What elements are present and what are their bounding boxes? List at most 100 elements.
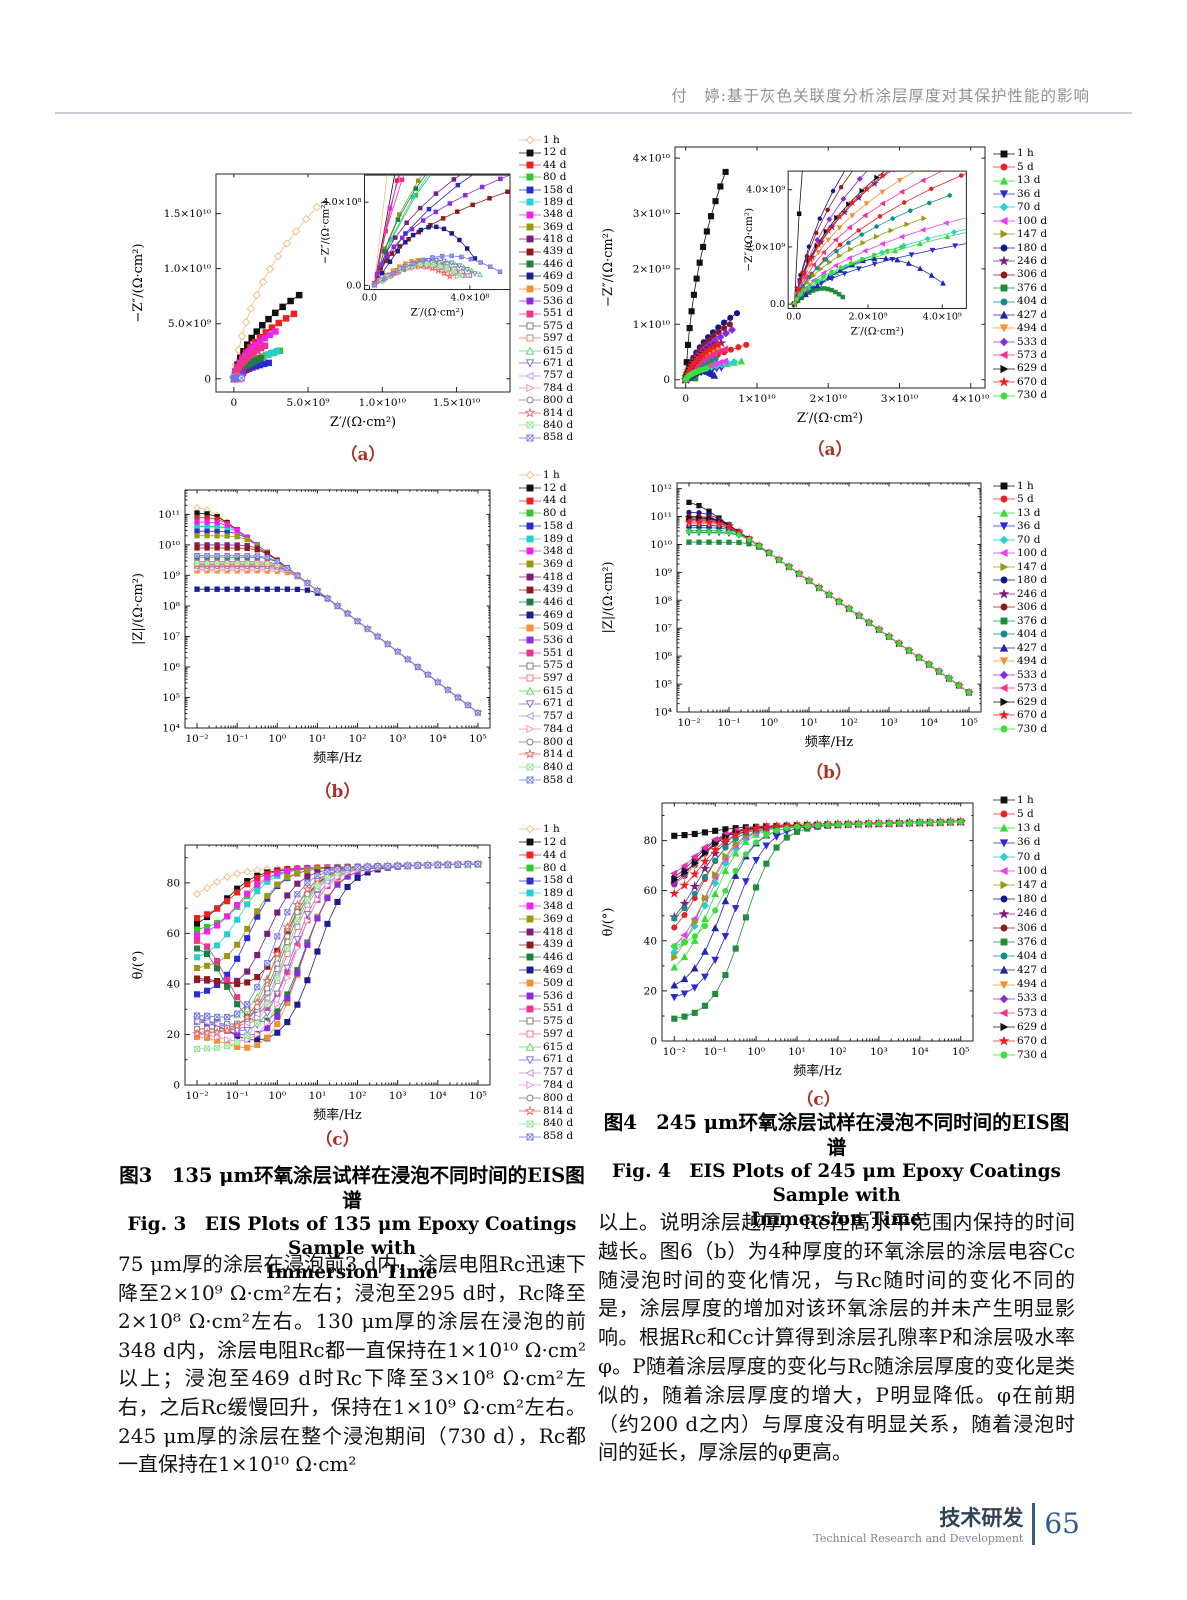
series-label: 671 d: [543, 697, 574, 710]
series-marker-icon: [993, 670, 1015, 680]
series-marker-icon: [519, 1093, 541, 1103]
series-label: 189 d: [543, 532, 574, 545]
series-label: 575 d: [543, 659, 574, 672]
legend-item: 246 d: [993, 587, 1047, 601]
legend-item: 597 d: [519, 1028, 573, 1041]
series-label: 100 d: [1017, 547, 1048, 559]
legend-item: 469 d: [519, 270, 573, 282]
series-marker-icon: [519, 863, 541, 873]
series-marker-icon: [519, 648, 541, 658]
series-label: 509 d: [543, 976, 574, 989]
series-marker-icon: [519, 371, 541, 381]
legend-item: 147 d: [993, 228, 1047, 241]
series-marker-icon: [993, 937, 1015, 947]
series-marker-icon: [519, 148, 541, 158]
series-marker-icon: [993, 310, 1015, 320]
series-marker-icon: [519, 1080, 541, 1090]
series-marker-icon: [993, 809, 1015, 819]
series-label: 757 d: [543, 369, 574, 382]
series-label: 5 d: [1017, 160, 1034, 173]
series-label: 536 d: [543, 295, 574, 308]
series-label: 469 d: [543, 963, 574, 976]
series-marker-icon: [519, 346, 541, 356]
legend-item: 100 d: [993, 214, 1047, 227]
fig3-nyquist-chart: [128, 126, 516, 442]
series-label: 629 d: [1017, 1020, 1048, 1033]
series-label: 814 d: [543, 748, 574, 761]
legend-item: 180 d: [993, 574, 1047, 588]
legend-item: 44 d: [519, 159, 573, 171]
series-label: 533 d: [1017, 668, 1048, 681]
fig3-caption-en-line1: Fig. 3 EIS Plots of 135 μm Epoxy Coating…: [127, 1214, 577, 1259]
series-label: 100 d: [1017, 214, 1048, 227]
legend-item: 189 d: [519, 532, 573, 545]
series-label: 12 d: [543, 146, 567, 159]
series-label: 376 d: [1017, 614, 1048, 627]
legend-item: 446 d: [519, 951, 573, 964]
series-label: 494 d: [1017, 655, 1048, 667]
legend-item: 369 d: [519, 558, 573, 571]
series-marker-icon: [993, 377, 1015, 387]
series-label: 44 d: [543, 158, 567, 171]
fig4-caption-cn: 图4 245 μm环氧涂层试样在浸泡不同时间的EIS图谱: [603, 1111, 1070, 1159]
series-label: 158 d: [543, 519, 574, 532]
series-label: 439 d: [543, 938, 574, 951]
series-marker-icon: [519, 210, 541, 220]
series-marker-icon: [519, 1029, 541, 1039]
series-marker-icon: [993, 823, 1015, 833]
legend-item: 1 h: [993, 147, 1047, 160]
legend-item: 858 d: [519, 1130, 573, 1143]
series-label: 418 d: [543, 233, 574, 246]
series-marker-icon: [993, 494, 1015, 504]
series-marker-icon: [519, 914, 541, 924]
series-marker-icon: [993, 323, 1015, 333]
series-label: 147 d: [1017, 228, 1048, 241]
series-marker-icon: [993, 562, 1015, 572]
series-label: 246 d: [1017, 254, 1048, 267]
legend-item: 629 d: [993, 362, 1047, 375]
series-label: 246 d: [1017, 907, 1048, 920]
series-marker-icon: [993, 880, 1015, 890]
series-marker-icon: [519, 927, 541, 937]
series-label: 671 d: [543, 1053, 574, 1066]
legend-item: 36 d: [993, 836, 1047, 850]
series-marker-icon: [519, 559, 541, 569]
series-label: 404 d: [1017, 295, 1048, 308]
series-label: 509 d: [543, 282, 574, 295]
fig4-nyquist-chart: [598, 133, 993, 433]
series-marker-icon: [993, 270, 1015, 280]
series-marker-icon: [993, 697, 1015, 707]
series-marker-icon: [519, 661, 541, 671]
series-marker-icon: [519, 534, 541, 544]
fig4-caption-en-line2: Immersion Time: [750, 1209, 923, 1230]
legend-item: 671 d: [519, 1053, 573, 1066]
series-marker-icon: [519, 762, 541, 772]
series-marker-icon: [993, 202, 1015, 212]
series-label: 427 d: [1017, 964, 1048, 977]
series-label: 670 d: [1017, 709, 1048, 721]
series-marker-icon: [519, 850, 541, 860]
series-marker-icon: [519, 197, 541, 207]
legend-item: 70 d: [993, 850, 1047, 864]
legend-item: 671 d: [519, 357, 573, 369]
legend-item: 180 d: [993, 892, 1047, 906]
series-marker-icon: [519, 508, 541, 518]
legend-item: 246 d: [993, 255, 1047, 268]
series-marker-icon: [993, 852, 1015, 862]
series-marker-icon: [993, 548, 1015, 558]
legend-item: 36 d: [993, 520, 1047, 534]
series-marker-icon: [519, 1132, 541, 1142]
series-marker-icon: [519, 185, 541, 195]
series-marker-icon: [519, 610, 541, 620]
series-marker-icon: [519, 888, 541, 898]
legend-item: 575 d: [519, 320, 573, 332]
series-label: 757 d: [543, 1066, 574, 1079]
series-marker-icon: [519, 1042, 541, 1052]
fig3-bode-legend: 1 h 12 d 44 d 80 d 158 d 189 d 348 d 369 d 418 d…: [519, 469, 573, 786]
series-marker-icon: [993, 337, 1015, 347]
legend-item: 439 d: [519, 938, 573, 951]
series-marker-icon: [519, 433, 541, 443]
legend-item: 80 d: [519, 861, 573, 874]
series-label: 369 d: [543, 557, 574, 570]
